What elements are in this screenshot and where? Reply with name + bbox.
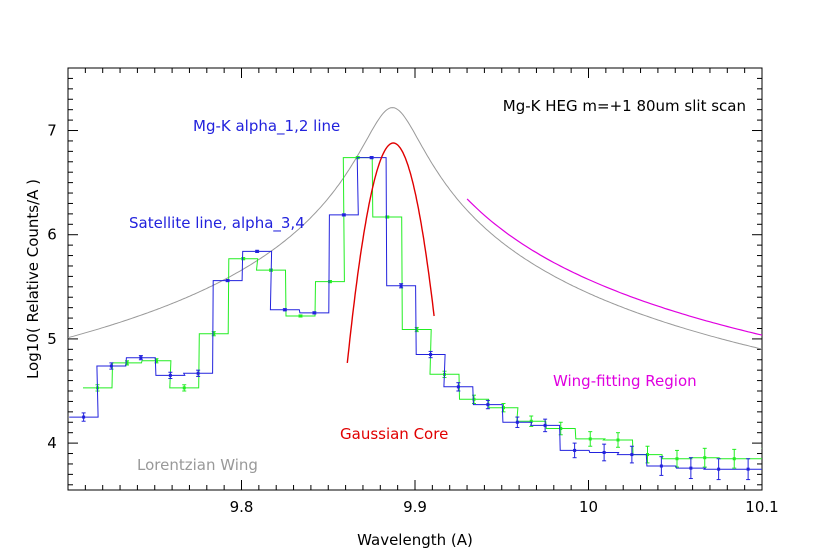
green-histogram-steps <box>83 157 762 460</box>
gaussian-curve <box>346 142 435 363</box>
ticks-layer: 9.8 9.9 10 10.1 4 5 6 7 <box>47 67 779 516</box>
green-histogram-point <box>125 361 129 365</box>
blue-histogram-steps <box>69 157 762 470</box>
blue-histogram-point <box>689 466 693 470</box>
x-tick-label: 9.8 <box>230 498 254 516</box>
blue-histogram-point <box>429 353 433 357</box>
y-tick-label: 4 <box>47 434 57 452</box>
green-histogram-point <box>472 397 476 401</box>
blue-histogram-point <box>82 415 86 419</box>
green-histogram-point <box>385 215 389 219</box>
green-histogram-layer <box>83 156 765 470</box>
blue-histogram-point <box>399 284 403 288</box>
annotation-main-line: Mg-K alpha_1,2 line <box>193 117 340 136</box>
blue-histogram-point <box>456 385 460 389</box>
blue-histogram-point <box>139 356 143 360</box>
x-tick-label: 9.9 <box>403 498 427 516</box>
lorentzian-curve <box>68 107 762 350</box>
green-histogram-point <box>298 314 302 318</box>
x-tick-label: 10 <box>579 498 598 516</box>
blue-histogram-point <box>630 453 634 457</box>
green-histogram-point <box>328 280 332 284</box>
green-histogram-point <box>415 328 419 332</box>
green-histogram-point <box>212 332 216 336</box>
green-histogram-point <box>645 453 649 457</box>
green-histogram-point <box>154 359 158 363</box>
blue-histogram-layer <box>69 156 762 481</box>
blue-histogram-point <box>543 423 547 427</box>
blue-histogram-point <box>717 467 721 471</box>
blue-histogram-point <box>255 249 259 253</box>
blue-histogram-point <box>109 364 113 368</box>
wing-fit-curve <box>466 198 763 336</box>
lorentzian-layer <box>68 107 762 350</box>
chart-title: Mg-K HEG m=+1 80um slit scan <box>503 97 746 115</box>
y-axis-label: Log10( Relative Counts/A ) <box>24 179 42 379</box>
green-histogram-point <box>559 427 563 431</box>
blue-histogram-point <box>196 371 200 375</box>
green-histogram-point <box>616 438 620 442</box>
blue-histogram-point <box>312 311 316 315</box>
green-histogram-point <box>762 457 765 460</box>
x-tick-label: 10.1 <box>745 498 778 516</box>
blue-histogram-point <box>746 467 750 471</box>
blue-histogram-point <box>370 156 374 160</box>
blue-histogram-point <box>226 279 230 283</box>
blue-histogram-point <box>342 213 346 217</box>
gaussian-layer <box>346 142 435 363</box>
green-histogram-point <box>588 437 592 441</box>
annotation-gaussian-core: Gaussian Core <box>340 425 448 443</box>
blue-histogram-point <box>602 450 606 454</box>
green-histogram-point <box>703 456 707 460</box>
y-tick-label: 6 <box>47 226 57 244</box>
x-axis-label: Wavelength (A) <box>357 531 473 549</box>
annotation-satellite: Satellite line, alpha_3,4 <box>129 214 305 233</box>
blue-histogram-point <box>486 403 490 407</box>
blue-histogram-point <box>659 464 663 468</box>
annotation-wing-region: Wing-fitting Region <box>553 372 697 390</box>
blue-histogram-point <box>168 373 172 377</box>
blue-histogram-point <box>515 420 519 424</box>
green-histogram-point <box>241 257 245 261</box>
green-histogram-point <box>182 386 186 390</box>
y-tick-label: 7 <box>47 122 57 140</box>
wing-fit-layer <box>466 198 763 336</box>
blue-histogram-point <box>573 448 577 452</box>
annotation-lorentzian-wing: Lorentzian Wing <box>137 456 258 474</box>
green-histogram-point <box>675 457 679 461</box>
green-histogram-point <box>529 419 533 423</box>
green-histogram-point <box>732 457 736 461</box>
green-histogram-point <box>501 406 505 410</box>
blue-histogram-point <box>283 308 287 312</box>
y-tick-label: 5 <box>47 330 57 348</box>
